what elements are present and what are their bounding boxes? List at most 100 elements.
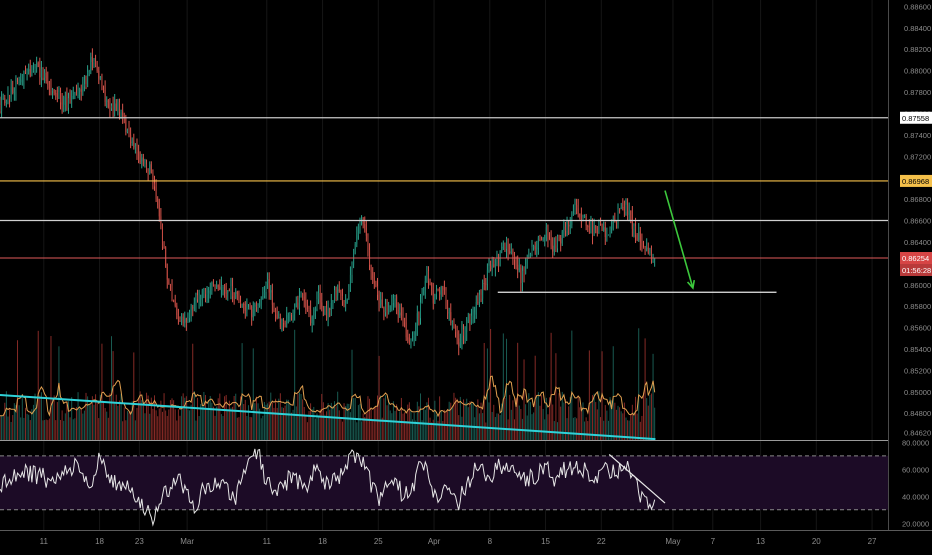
volume-bar xyxy=(123,407,125,440)
volume-bar xyxy=(402,413,404,440)
candle-body xyxy=(79,89,81,91)
candle-body xyxy=(539,237,541,239)
volume-moving-average xyxy=(0,375,656,418)
volume-bar xyxy=(284,405,286,440)
level-label-text: 0.87558 xyxy=(902,114,929,123)
volume-bar xyxy=(341,421,343,440)
volume-bar xyxy=(582,402,584,440)
volume-bar xyxy=(206,409,208,440)
volume-bar xyxy=(346,403,348,440)
volume-bar xyxy=(265,404,267,440)
volume-bar xyxy=(235,393,237,440)
price-tick-label: 0.88600 xyxy=(904,2,931,11)
candle-body xyxy=(541,238,543,241)
candle-body xyxy=(198,299,200,301)
candle-body xyxy=(580,216,582,221)
candle-body xyxy=(615,221,617,223)
candle-body xyxy=(187,318,189,323)
volume-bar xyxy=(181,396,183,440)
candle-body xyxy=(596,228,598,234)
volume-bar xyxy=(420,393,422,440)
volume-bar xyxy=(216,406,218,440)
candle-body xyxy=(410,340,412,342)
volume-bar xyxy=(150,397,152,440)
candle-body xyxy=(369,249,371,266)
volume-bar xyxy=(83,410,85,440)
candle-body xyxy=(407,337,409,340)
volume-bar xyxy=(474,417,476,440)
candle-body xyxy=(443,288,445,291)
candle-body xyxy=(12,87,14,93)
candle-body xyxy=(413,336,415,340)
candle-body xyxy=(275,309,277,315)
candle-body xyxy=(133,141,135,148)
candle-body xyxy=(308,309,310,311)
candle-body xyxy=(128,129,130,135)
candle-body xyxy=(45,72,47,82)
candle-body xyxy=(99,78,101,80)
volume-bar xyxy=(160,400,162,440)
volume-bar xyxy=(306,422,308,440)
volume-bar xyxy=(329,409,331,440)
candle-body xyxy=(58,92,60,97)
volume-bar xyxy=(222,416,224,440)
candle-body xyxy=(459,342,461,347)
candle-body xyxy=(435,290,437,295)
volume-bar xyxy=(380,395,382,440)
volume-bar xyxy=(609,397,611,440)
volume-bar xyxy=(399,411,401,440)
price-tick-label: 0.88400 xyxy=(904,24,931,33)
volume-bar xyxy=(340,416,342,440)
candle-body xyxy=(346,299,348,304)
price-candles xyxy=(0,48,656,356)
candle-body xyxy=(646,247,648,249)
volume-trendline xyxy=(0,394,656,441)
volume-bar xyxy=(157,416,159,440)
candle-body xyxy=(431,282,433,291)
volume-bar xyxy=(556,422,558,440)
volume-bar xyxy=(448,401,450,440)
volume-bar xyxy=(451,407,453,440)
candle-body xyxy=(456,332,458,339)
volume-bar xyxy=(23,417,25,440)
volume-bar xyxy=(300,393,302,440)
volume-bar xyxy=(541,395,543,440)
candle-body xyxy=(2,98,4,100)
candle-body xyxy=(628,210,630,215)
volume-bar xyxy=(286,399,288,440)
candle-body xyxy=(455,325,457,333)
volume-bar xyxy=(413,412,415,440)
volume-bar xyxy=(268,401,270,440)
candle-body xyxy=(36,62,38,69)
candle-body xyxy=(168,279,170,285)
candle-body xyxy=(63,103,65,105)
volume-bar xyxy=(415,420,417,440)
volume-bar xyxy=(45,419,47,440)
candle-body xyxy=(251,309,253,318)
candle-body xyxy=(152,172,154,184)
volume-bar xyxy=(383,398,385,440)
candle-body xyxy=(477,302,479,304)
candle-body xyxy=(34,68,36,71)
candle-body xyxy=(321,302,323,307)
volume-bar xyxy=(98,418,100,440)
candle-body xyxy=(311,316,313,324)
volume-bar xyxy=(74,418,76,440)
candle-body xyxy=(341,295,343,302)
volume-bar xyxy=(472,403,474,440)
volume-bar xyxy=(26,413,28,440)
candle-body xyxy=(654,257,656,260)
volume-bar xyxy=(585,417,587,440)
candle-body xyxy=(24,71,26,73)
volume-bar xyxy=(563,402,565,440)
candle-body xyxy=(463,329,465,336)
candle-body xyxy=(650,248,652,261)
candle-body xyxy=(474,312,476,315)
candle-body xyxy=(552,245,554,252)
candle-body xyxy=(169,284,171,286)
volume-bar xyxy=(643,392,645,440)
volume-bar xyxy=(44,420,46,440)
volume-bar xyxy=(219,393,221,440)
candle-body xyxy=(426,270,428,282)
